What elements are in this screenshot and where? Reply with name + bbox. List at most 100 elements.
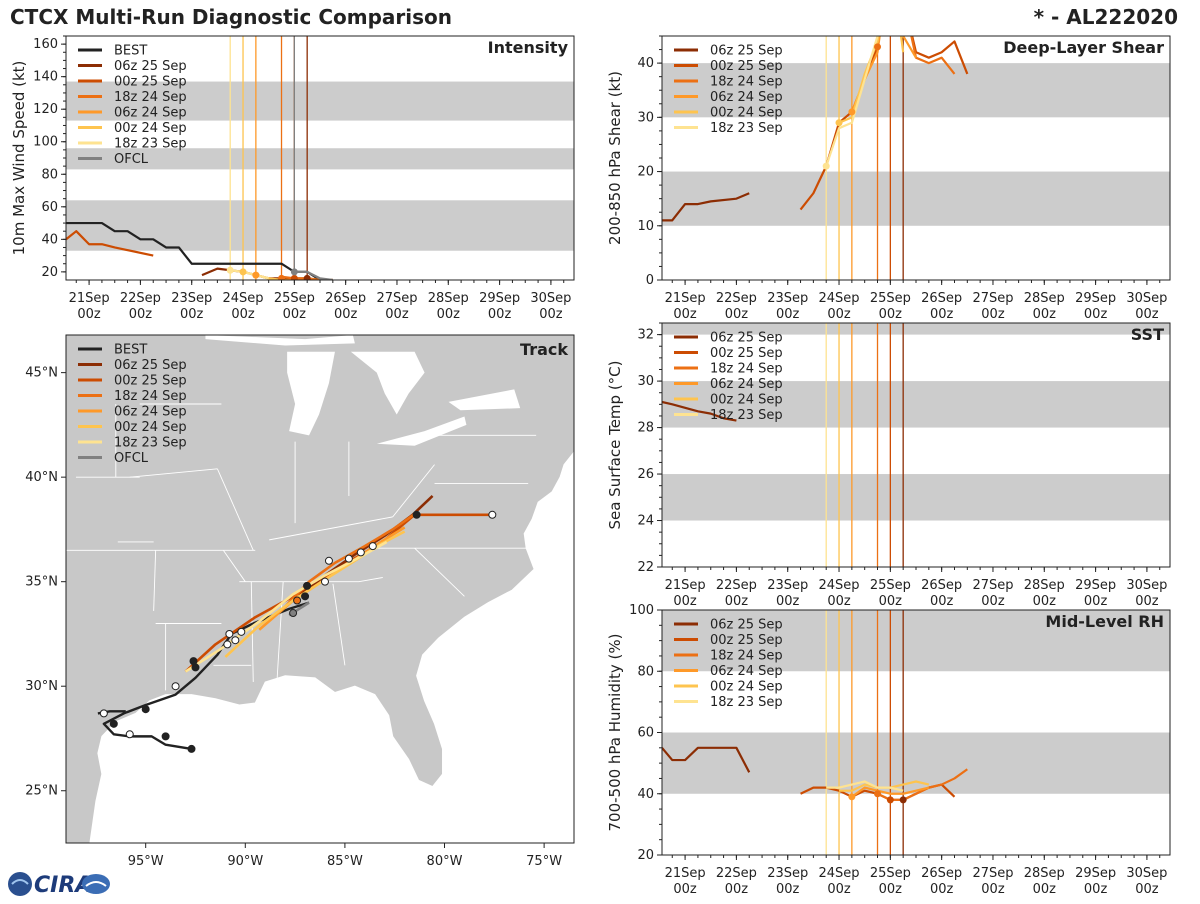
x-tick-label: 30Sep [1126, 291, 1167, 306]
x-tick-label: 23Sep [171, 291, 212, 306]
x-tick-label: 30Sep [530, 291, 571, 306]
x-tick-label: 21Sep [69, 291, 110, 306]
x-tick-label: 22Sep [716, 578, 757, 593]
y-tick-label: 60 [637, 726, 654, 741]
track-point [189, 657, 198, 666]
legend-label: 18z 23 Sep [114, 436, 187, 451]
land-mass [66, 335, 574, 843]
x-tick-label: 00z [673, 594, 697, 609]
legend-label: 00z 25 Sep [114, 75, 187, 90]
x-tick-label: 23Sep [767, 291, 808, 306]
track-point [368, 542, 377, 551]
x-tick-label: 25Sep [870, 291, 911, 306]
x-tick-label: 00z [1135, 882, 1159, 897]
legend-label: BEST [114, 44, 147, 59]
legend-label: 06z 24 Sep [114, 106, 187, 121]
lat-tick-label: 35°N [25, 575, 58, 590]
x-tick-label: 00z [231, 307, 255, 322]
x-tick-label: 00z [981, 594, 1005, 609]
x-tick-label: 29Sep [1075, 291, 1116, 306]
y-axis-label: 700-500 hPa Humidity (%) [606, 633, 624, 831]
marker-00z-25-sep [290, 274, 298, 280]
track-point [125, 730, 134, 739]
state-border [153, 550, 157, 611]
x-tick-label: 00z [930, 594, 954, 609]
x-tick-label: 00z [1033, 594, 1057, 609]
track-18z-23-sep [184, 540, 388, 673]
x-tick-label: 28Sep [428, 291, 469, 306]
x-tick-label: 00z [981, 307, 1005, 322]
plot-area [66, 36, 333, 280]
x-tick-label: 00z [385, 307, 409, 322]
x-tick-label: 28Sep [1024, 866, 1065, 881]
panel-title: Deep-Layer Shear [1003, 38, 1164, 57]
x-tick-label: 00z [827, 594, 851, 609]
marker-00z-25-sep [886, 796, 894, 804]
series-00z-25-sep [66, 230, 154, 257]
x-tick-label: 30Sep [1126, 866, 1167, 881]
y-tick-label: 30 [637, 374, 654, 389]
track-point [303, 581, 312, 590]
y-tick-label: 140 [33, 70, 58, 85]
series-18z-23-sep [230, 269, 269, 280]
x-tick-label: 27Sep [376, 291, 417, 306]
track-point [488, 510, 497, 519]
state-border [269, 516, 393, 541]
y-tick-label: 80 [637, 664, 654, 679]
x-tick-label: 00z [1033, 882, 1057, 897]
y-tick-label: 20 [637, 848, 654, 863]
legend-label: 00z 24 Sep [114, 420, 187, 435]
x-tick-label: 00z [1135, 594, 1159, 609]
x-tick-label: 28Sep [1024, 578, 1065, 593]
x-tick-label: 22Sep [716, 866, 757, 881]
lon-tick-label: 85°W [327, 854, 363, 869]
storm-id: * - AL222020 [1033, 5, 1178, 29]
marker-00z-24-sep [239, 268, 247, 276]
x-tick-label: 28Sep [1024, 291, 1065, 306]
x-tick-label: 00z [776, 307, 800, 322]
x-tick-label: 27Sep [972, 866, 1013, 881]
x-tick-label: 00z [879, 307, 903, 322]
x-tick-label: 00z [827, 882, 851, 897]
legend-label: 06z 24 Sep [710, 90, 783, 105]
series-06z-25-sep [662, 746, 751, 773]
y-tick-label: 80 [41, 167, 58, 182]
x-tick-label: 00z [488, 307, 512, 322]
x-tick-label: 21Sep [665, 291, 706, 306]
y-tick-label: 100 [33, 135, 58, 150]
track-point [289, 609, 298, 618]
shade-band [66, 81, 574, 121]
legend-label: OFCL [114, 451, 149, 466]
lon-tick-label: 80°W [427, 854, 463, 869]
legend-label: 00z 25 Sep [710, 346, 783, 361]
panel-title: Mid-Level RH [1045, 612, 1164, 631]
x-tick-label: 00z [1084, 594, 1108, 609]
x-tick-label: 26Sep [921, 291, 962, 306]
y-axis-label: 10m Max Wind Speed (kt) [10, 61, 28, 256]
y-tick-label: 160 [33, 37, 58, 52]
series-18z-23-sep [825, 36, 879, 167]
legend-label: 18z 24 Sep [710, 362, 783, 377]
legend-label: 06z 25 Sep [114, 358, 187, 373]
track-point [237, 627, 246, 636]
legend-label: 00z 25 Sep [710, 59, 783, 74]
legend-label: OFCL [114, 152, 149, 167]
y-tick-label: 24 [637, 514, 654, 529]
x-tick-label: 23Sep [767, 578, 808, 593]
x-tick-label: 00z [77, 307, 101, 322]
panel-rh: 2040608010021Sep00z22Sep00z23Sep00z24Sep… [606, 603, 1171, 897]
axes-frame [65, 334, 575, 844]
marker-06z-24-sep [848, 793, 856, 801]
x-tick-label: 00z [725, 307, 749, 322]
x-tick-label: 24Sep [223, 291, 264, 306]
lon-tick-label: 90°W [227, 854, 263, 869]
x-tick-label: 00z [981, 882, 1005, 897]
x-tick-label: 00z [673, 882, 697, 897]
x-tick-label: 21Sep [665, 578, 706, 593]
legend-label: 18z 24 Sep [114, 90, 187, 105]
shade-band [66, 148, 574, 170]
